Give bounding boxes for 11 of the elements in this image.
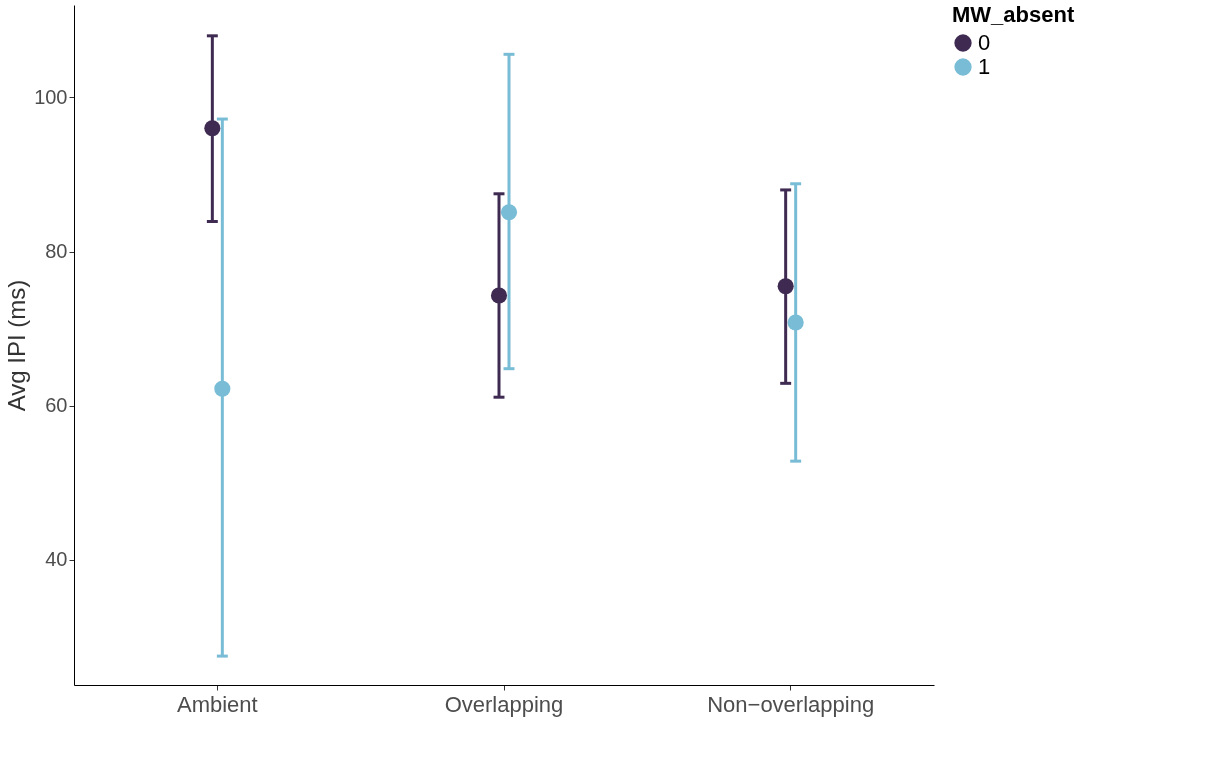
y-axis-title: Avg IPI (ms) xyxy=(3,279,31,412)
x-tick-label: Ambient xyxy=(176,691,258,717)
x-tick-label: Non−overlapping xyxy=(707,691,875,717)
legend-title: MW_absent xyxy=(952,2,1075,27)
legend-label: 1 xyxy=(978,54,991,79)
y-tick-label: 40 xyxy=(45,548,68,571)
y-tick-label: 60 xyxy=(45,394,68,417)
y-tick-label: 100 xyxy=(34,85,68,108)
y-tick-label: 80 xyxy=(45,240,68,263)
x-tick-label: Overlapping xyxy=(444,691,564,717)
legend-label: 0 xyxy=(978,30,991,55)
